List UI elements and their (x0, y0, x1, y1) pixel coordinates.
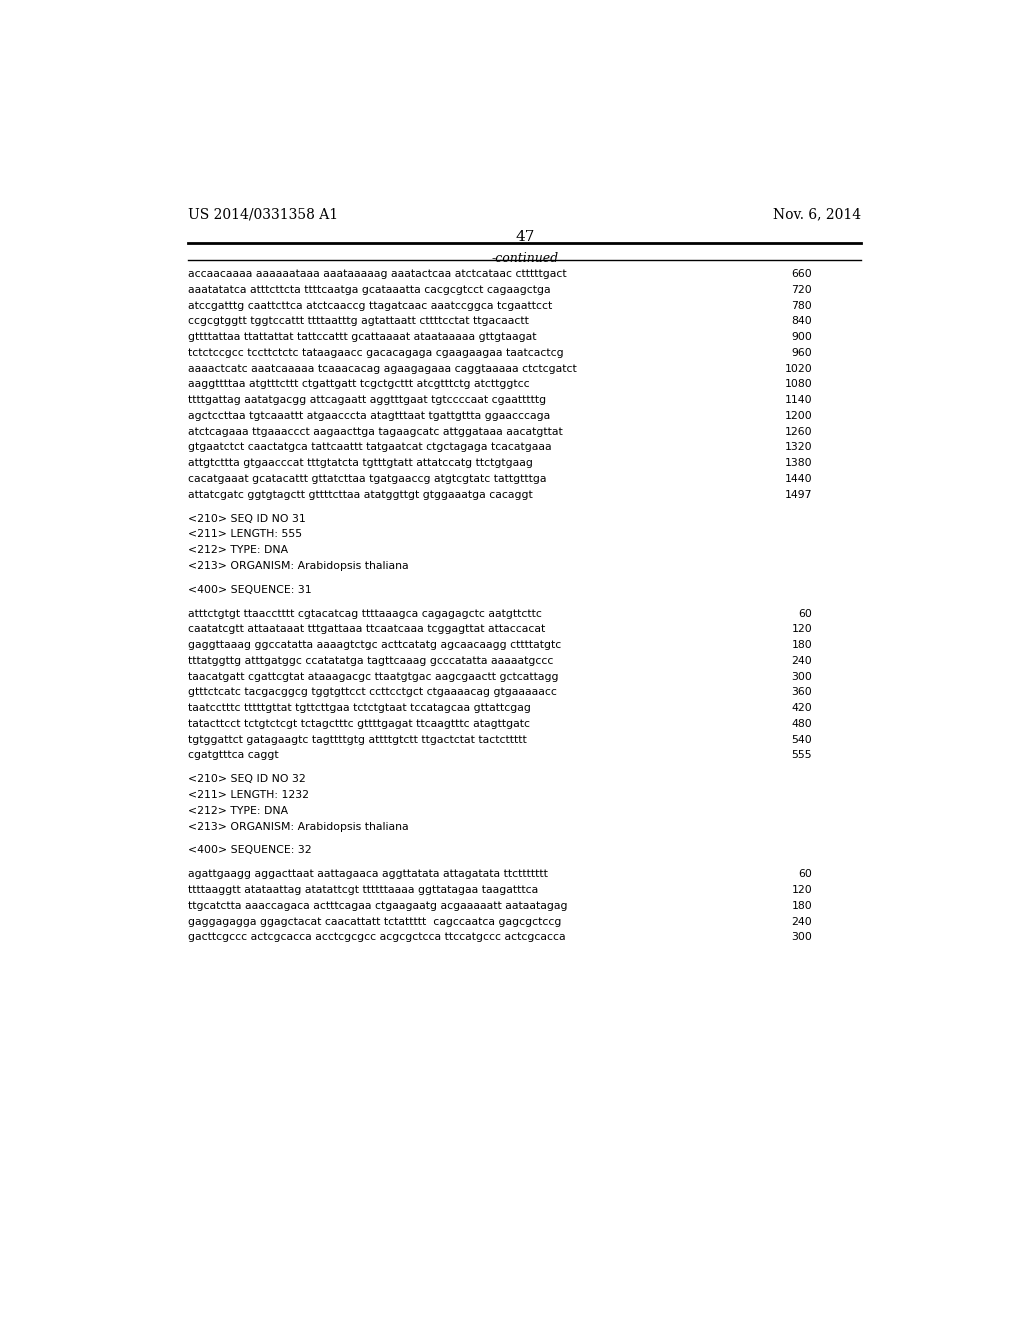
Text: accaacaaaa aaaaaataaa aaataaaaag aaatactcaa atctcataac ctttttgact: accaacaaaa aaaaaataaa aaataaaaag aaatact… (188, 269, 567, 280)
Text: 60: 60 (799, 870, 812, 879)
Text: 660: 660 (792, 269, 812, 280)
Text: taacatgatt cgattcgtat ataaagacgc ttaatgtgac aagcgaactt gctcattagg: taacatgatt cgattcgtat ataaagacgc ttaatgt… (188, 672, 559, 681)
Text: <210> SEQ ID NO 32: <210> SEQ ID NO 32 (188, 775, 306, 784)
Text: 1440: 1440 (784, 474, 812, 484)
Text: <211> LENGTH: 555: <211> LENGTH: 555 (188, 529, 302, 540)
Text: ttttgattag aatatgacgg attcagaatt aggtttgaat tgtccccaat cgaatttttg: ttttgattag aatatgacgg attcagaatt aggtttg… (188, 395, 547, 405)
Text: 240: 240 (792, 916, 812, 927)
Text: 47: 47 (515, 230, 535, 244)
Text: gtttctcatc tacgacggcg tggtgttcct ccttcctgct ctgaaaacag gtgaaaaacc: gtttctcatc tacgacggcg tggtgttcct ccttcct… (188, 688, 557, 697)
Text: Nov. 6, 2014: Nov. 6, 2014 (773, 207, 861, 222)
Text: ttttaaggtt atataattag atatattcgt ttttttaaaa ggttatagaa taagatttca: ttttaaggtt atataattag atatattcgt tttttta… (188, 886, 539, 895)
Text: 1080: 1080 (784, 379, 812, 389)
Text: 180: 180 (792, 900, 812, 911)
Text: 1020: 1020 (784, 364, 812, 374)
Text: atccgatttg caattcttca atctcaaccg ttagatcaac aaatccggca tcgaattcct: atccgatttg caattcttca atctcaaccg ttagatc… (188, 301, 553, 310)
Text: <400> SEQUENCE: 32: <400> SEQUENCE: 32 (188, 846, 312, 855)
Text: 240: 240 (792, 656, 812, 665)
Text: 720: 720 (792, 285, 812, 294)
Text: gtgaatctct caactatgca tattcaattt tatgaatcat ctgctagaga tcacatgaaa: gtgaatctct caactatgca tattcaattt tatgaat… (188, 442, 552, 453)
Text: <212> TYPE: DNA: <212> TYPE: DNA (188, 545, 289, 556)
Text: gaggagagga ggagctacat caacattatt tctattttt  cagccaatca gagcgctccg: gaggagagga ggagctacat caacattatt tctattt… (188, 916, 562, 927)
Text: caatatcgtt attaataaat tttgattaaa ttcaatcaaa tcggagttat attaccacat: caatatcgtt attaataaat tttgattaaa ttcaatc… (188, 624, 546, 635)
Text: 540: 540 (792, 735, 812, 744)
Text: 555: 555 (792, 751, 812, 760)
Text: aaggttttaa atgtttcttt ctgattgatt tcgctgcttt atcgtttctg atcttggtcc: aaggttttaa atgtttcttt ctgattgatt tcgctgc… (188, 379, 530, 389)
Text: 1140: 1140 (784, 395, 812, 405)
Text: 420: 420 (792, 704, 812, 713)
Text: 180: 180 (792, 640, 812, 651)
Text: 780: 780 (792, 301, 812, 310)
Text: cacatgaaat gcatacattt gttatcttaa tgatgaaccg atgtcgtatc tattgtttga: cacatgaaat gcatacattt gttatcttaa tgatgaa… (188, 474, 547, 484)
Text: <213> ORGANISM: Arabidopsis thaliana: <213> ORGANISM: Arabidopsis thaliana (188, 821, 409, 832)
Text: agctccttaa tgtcaaattt atgaacccta atagtttaat tgattgttta ggaacccaga: agctccttaa tgtcaaattt atgaacccta atagttt… (188, 411, 551, 421)
Text: 1260: 1260 (784, 426, 812, 437)
Text: aaaactcatc aaatcaaaaa tcaaacacag agaagagaaa caggtaaaaa ctctcgatct: aaaactcatc aaatcaaaaa tcaaacacag agaagag… (188, 364, 578, 374)
Text: 60: 60 (799, 609, 812, 619)
Text: taatcctttc tttttgttat tgttcttgaa tctctgtaat tccatagcaa gttattcgag: taatcctttc tttttgttat tgttcttgaa tctctgt… (188, 704, 531, 713)
Text: atctcagaaa ttgaaaccct aagaacttga tagaagcatc attggataaa aacatgttat: atctcagaaa ttgaaaccct aagaacttga tagaagc… (188, 426, 563, 437)
Text: US 2014/0331358 A1: US 2014/0331358 A1 (188, 207, 339, 222)
Text: 1200: 1200 (784, 411, 812, 421)
Text: ccgcgtggtt tggtccattt ttttaatttg agtattaatt cttttcctat ttgacaactt: ccgcgtggtt tggtccattt ttttaatttg agtatta… (188, 317, 529, 326)
Text: 960: 960 (792, 348, 812, 358)
Text: <210> SEQ ID NO 31: <210> SEQ ID NO 31 (188, 513, 306, 524)
Text: 1497: 1497 (784, 490, 812, 500)
Text: -continued: -continued (492, 252, 558, 265)
Text: 1380: 1380 (784, 458, 812, 469)
Text: 1320: 1320 (784, 442, 812, 453)
Text: atttctgtgt ttaacctttt cgtacatcag ttttaaagca cagagagctc aatgttcttc: atttctgtgt ttaacctttt cgtacatcag ttttaaa… (188, 609, 542, 619)
Text: 300: 300 (792, 672, 812, 681)
Text: agattgaagg aggacttaat aattagaaca aggttatata attagatata ttcttttttt: agattgaagg aggacttaat aattagaaca aggttat… (188, 870, 548, 879)
Text: gttttattaa ttattattat tattccattt gcattaaaat ataataaaaa gttgtaagat: gttttattaa ttattattat tattccattt gcattaa… (188, 333, 537, 342)
Text: tgtggattct gatagaagtc tagttttgtg attttgtctt ttgactctat tactcttttt: tgtggattct gatagaagtc tagttttgtg attttgt… (188, 735, 527, 744)
Text: 120: 120 (792, 886, 812, 895)
Text: ttgcatctta aaaccagaca actttcagaa ctgaagaatg acgaaaaatt aataatagag: ttgcatctta aaaccagaca actttcagaa ctgaaga… (188, 900, 568, 911)
Text: <211> LENGTH: 1232: <211> LENGTH: 1232 (188, 791, 309, 800)
Text: attgtcttta gtgaacccat tttgtatcta tgtttgtatt attatccatg ttctgtgaag: attgtcttta gtgaacccat tttgtatcta tgtttgt… (188, 458, 534, 469)
Text: cgatgtttca caggt: cgatgtttca caggt (188, 751, 279, 760)
Text: gaggttaaag ggccatatta aaaagtctgc acttcatatg agcaacaagg cttttatgtc: gaggttaaag ggccatatta aaaagtctgc acttcat… (188, 640, 561, 651)
Text: 300: 300 (792, 932, 812, 942)
Text: <400> SEQUENCE: 31: <400> SEQUENCE: 31 (188, 585, 312, 595)
Text: gacttcgccc actcgcacca acctcgcgcc acgcgctcca ttccatgccc actcgcacca: gacttcgccc actcgcacca acctcgcgcc acgcgct… (188, 932, 566, 942)
Text: 120: 120 (792, 624, 812, 635)
Text: aaatatatca atttcttcta ttttcaatga gcataaatta cacgcgtcct cagaagctga: aaatatatca atttcttcta ttttcaatga gcataaa… (188, 285, 551, 294)
Text: tttatggttg atttgatggc ccatatatga tagttcaaag gcccatatta aaaaatgccc: tttatggttg atttgatggc ccatatatga tagttca… (188, 656, 554, 665)
Text: tctctccgcc tccttctctc tataagaacc gacacagaga cgaagaagaa taatcactcg: tctctccgcc tccttctctc tataagaacc gacacag… (188, 348, 564, 358)
Text: attatcgatc ggtgtagctt gttttcttaa atatggttgt gtggaaatga cacaggt: attatcgatc ggtgtagctt gttttcttaa atatggt… (188, 490, 534, 500)
Text: <212> TYPE: DNA: <212> TYPE: DNA (188, 805, 289, 816)
Text: 900: 900 (792, 333, 812, 342)
Text: 480: 480 (792, 719, 812, 729)
Text: <213> ORGANISM: Arabidopsis thaliana: <213> ORGANISM: Arabidopsis thaliana (188, 561, 409, 570)
Text: 360: 360 (792, 688, 812, 697)
Text: tatacttcct tctgtctcgt tctagctttc gttttgagat ttcaagtttc atagttgatc: tatacttcct tctgtctcgt tctagctttc gttttga… (188, 719, 530, 729)
Text: 840: 840 (792, 317, 812, 326)
